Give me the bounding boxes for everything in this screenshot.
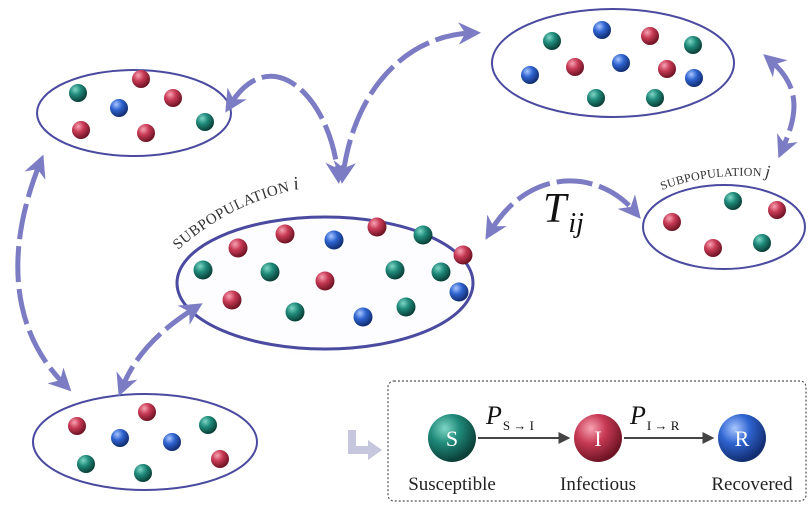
state-i-letter: I — [594, 426, 601, 451]
transfer-symbol: Tij — [543, 186, 584, 239]
particles-top-right — [521, 21, 703, 107]
particle-red — [566, 58, 584, 76]
particle-teal — [199, 416, 217, 434]
particle-blue — [612, 54, 630, 72]
particle-teal — [543, 32, 561, 50]
particle-red — [641, 27, 659, 45]
particle-teal — [724, 192, 742, 210]
prob-s-to-i: PS → I — [485, 401, 534, 433]
particle-teal — [646, 89, 664, 107]
particle-teal — [69, 84, 87, 102]
particles-top-left — [69, 70, 214, 142]
state-s-letter: S — [446, 426, 458, 451]
particle-blue — [685, 69, 703, 87]
particle-red — [315, 271, 335, 291]
particles-bottom-left — [68, 403, 229, 482]
flow-arrow-i-to-bottomleft — [116, 303, 203, 397]
particle-blue — [353, 307, 373, 327]
particle-blue — [521, 66, 539, 84]
particle-red — [367, 217, 387, 237]
particle-red — [72, 121, 90, 139]
state-i-name: Infectious — [560, 474, 636, 495]
particle-blue — [324, 230, 344, 250]
state-r-name: Recovered — [711, 474, 793, 495]
particle-teal — [431, 262, 451, 282]
particle-teal — [587, 89, 605, 107]
loop-arrow-head — [368, 440, 382, 460]
particle-teal — [134, 464, 152, 482]
particle-teal — [396, 297, 416, 317]
particle-teal — [684, 36, 702, 54]
particle-red — [275, 224, 295, 244]
particle-red — [222, 290, 242, 310]
particle-teal — [77, 455, 95, 473]
loop-arrow — [348, 430, 372, 454]
particle-red — [132, 70, 150, 88]
particle-teal — [196, 113, 214, 131]
particle-red — [768, 201, 786, 219]
state-s-name: Susceptible — [408, 474, 496, 495]
particle-red — [663, 213, 681, 231]
particles-i — [193, 217, 473, 327]
flow-arrow-topright-to-j — [763, 54, 798, 159]
state-r-letter: R — [735, 426, 750, 451]
particle-blue — [111, 429, 129, 447]
particle-red — [138, 403, 156, 421]
state-r-circle — [718, 414, 766, 462]
particle-red — [137, 124, 155, 142]
particle-teal — [753, 234, 771, 252]
flow-arrow-topleft-to-bottomleft — [15, 154, 72, 392]
particle-teal — [385, 260, 405, 280]
particle-teal — [285, 302, 305, 322]
state-s-circle — [428, 414, 476, 462]
particle-red — [68, 417, 86, 435]
particle-teal — [413, 225, 433, 245]
particle-red — [704, 239, 722, 257]
flow-arrow-i-to-j — [485, 178, 641, 240]
particle-blue — [110, 99, 128, 117]
flow-arrow-topleft-to-i — [225, 73, 348, 184]
particle-red — [211, 450, 229, 468]
prob-i-to-r: PI → R — [629, 401, 680, 433]
particle-teal — [193, 260, 213, 280]
particle-red — [453, 245, 473, 265]
particle-red — [658, 60, 676, 78]
particle-blue — [163, 433, 181, 451]
particles-j — [663, 192, 786, 257]
particle-blue — [593, 21, 611, 39]
state-i-circle — [574, 414, 622, 462]
particle-blue — [449, 282, 469, 302]
flow-arrow-i-to-topright — [333, 22, 481, 184]
particle-red — [228, 238, 248, 258]
particle-red — [164, 89, 182, 107]
particle-teal — [260, 262, 280, 282]
